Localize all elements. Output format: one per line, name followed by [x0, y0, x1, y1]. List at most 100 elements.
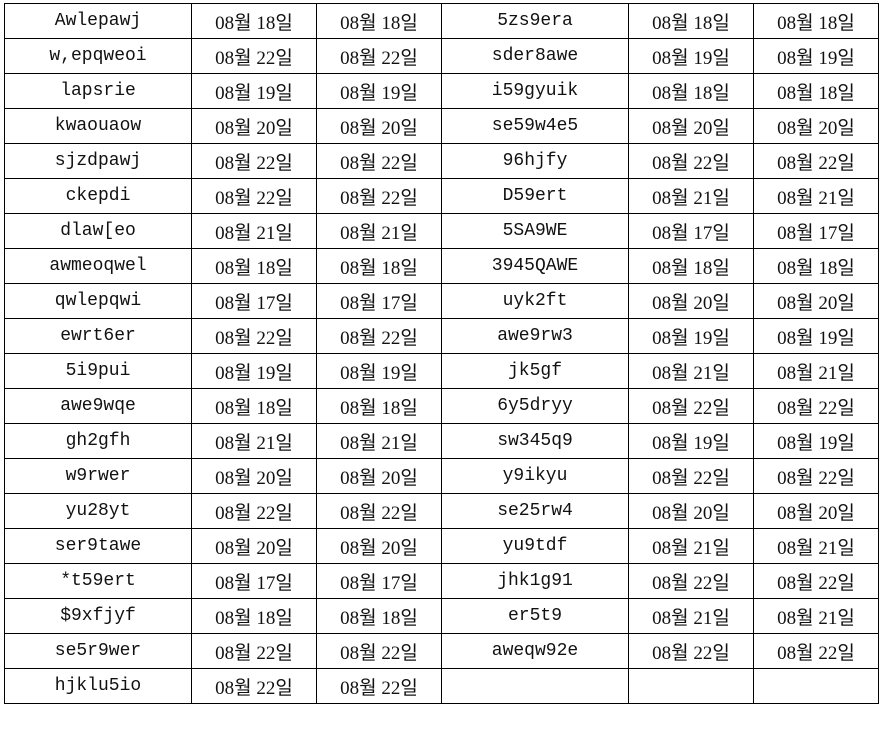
date-cell[interactable]: 08월 19일	[753, 38, 879, 74]
date-cell[interactable]: 08월 20일	[316, 528, 442, 564]
date-cell[interactable]: 08월 22일	[753, 143, 879, 179]
code-cell[interactable]: lapsrie	[4, 73, 192, 109]
date-cell[interactable]: 08월 20일	[628, 108, 754, 144]
code-cell[interactable]: kwaouaow	[4, 108, 192, 144]
date-cell[interactable]: 08월 20일	[316, 458, 442, 494]
date-cell[interactable]: 08월 21일	[628, 178, 754, 214]
code-cell[interactable]: y9ikyu	[441, 458, 629, 494]
code-cell[interactable]: qwlepqwi	[4, 283, 192, 319]
code-cell[interactable]: sw345q9	[441, 423, 629, 459]
date-cell[interactable]: 08월 19일	[628, 38, 754, 74]
code-cell[interactable]: se59w4e5	[441, 108, 629, 144]
date-cell[interactable]: 08월 22일	[191, 493, 317, 529]
date-cell[interactable]: 08월 22일	[316, 38, 442, 74]
code-cell[interactable]: *t59ert	[4, 563, 192, 599]
date-cell[interactable]: 08월 18일	[753, 248, 879, 284]
date-cell[interactable]: 08월 17일	[191, 563, 317, 599]
code-cell[interactable]: 6y5dryy	[441, 388, 629, 424]
date-cell[interactable]: 08월 22일	[628, 563, 754, 599]
date-cell[interactable]: 08월 20일	[628, 493, 754, 529]
code-cell[interactable]: w,epqweoi	[4, 38, 192, 74]
code-cell[interactable]: ckepdi	[4, 178, 192, 214]
date-cell[interactable]: 08월 19일	[316, 73, 442, 109]
code-cell[interactable]: sder8awe	[441, 38, 629, 74]
date-cell[interactable]: 08월 21일	[191, 423, 317, 459]
date-cell[interactable]: 08월 22일	[316, 668, 442, 704]
date-cell[interactable]: 08월 19일	[316, 353, 442, 389]
date-cell[interactable]: 08월 21일	[628, 598, 754, 634]
code-cell[interactable]: awe9wqe	[4, 388, 192, 424]
date-cell[interactable]: 08월 18일	[628, 73, 754, 109]
date-cell[interactable]: 08월 17일	[316, 283, 442, 319]
date-cell[interactable]: 08월 20일	[191, 108, 317, 144]
date-cell[interactable]: 08월 18일	[191, 3, 317, 39]
date-cell[interactable]: 08월 20일	[753, 283, 879, 319]
date-cell[interactable]: 08월 21일	[753, 598, 879, 634]
date-cell[interactable]: 08월 19일	[753, 318, 879, 354]
date-cell[interactable]: 08월 22일	[628, 633, 754, 669]
code-cell[interactable]: aweqw92e	[441, 633, 629, 669]
date-cell[interactable]: 08월 22일	[191, 178, 317, 214]
date-cell[interactable]: 08월 21일	[753, 353, 879, 389]
date-cell[interactable]: 08월 18일	[628, 3, 754, 39]
date-cell[interactable]: 08월 18일	[628, 248, 754, 284]
date-cell[interactable]: 08월 18일	[191, 248, 317, 284]
date-cell[interactable]: 08월 21일	[753, 528, 879, 564]
date-cell[interactable]: 08월 21일	[628, 528, 754, 564]
date-cell[interactable]	[628, 668, 754, 704]
date-cell[interactable]: 08월 19일	[753, 423, 879, 459]
code-cell[interactable]: hjklu5io	[4, 668, 192, 704]
date-cell[interactable]: 08월 22일	[316, 493, 442, 529]
date-cell[interactable]: 08월 22일	[316, 143, 442, 179]
date-cell[interactable]: 08월 18일	[316, 388, 442, 424]
code-cell[interactable]: uyk2ft	[441, 283, 629, 319]
date-cell[interactable]: 08월 20일	[753, 493, 879, 529]
date-cell[interactable]: 08월 22일	[628, 458, 754, 494]
date-cell[interactable]: 08월 22일	[191, 318, 317, 354]
code-cell[interactable]: i59gyuik	[441, 73, 629, 109]
date-cell[interactable]: 08월 22일	[316, 633, 442, 669]
date-cell[interactable]: 08월 18일	[316, 3, 442, 39]
code-cell[interactable]: dlaw[eo	[4, 213, 192, 249]
date-cell[interactable]: 08월 19일	[191, 73, 317, 109]
date-cell[interactable]: 08월 20일	[316, 108, 442, 144]
date-cell[interactable]: 08월 18일	[316, 248, 442, 284]
date-cell[interactable]: 08월 20일	[753, 108, 879, 144]
date-cell[interactable]: 08월 22일	[316, 318, 442, 354]
code-cell[interactable]: 5SA9WE	[441, 213, 629, 249]
date-cell[interactable]: 08월 21일	[753, 178, 879, 214]
code-cell[interactable]: sjzdpawj	[4, 143, 192, 179]
code-cell[interactable]: jhk1g91	[441, 563, 629, 599]
code-cell[interactable]: yu9tdf	[441, 528, 629, 564]
code-cell[interactable]: gh2gfh	[4, 423, 192, 459]
code-cell[interactable]: awe9rw3	[441, 318, 629, 354]
code-cell[interactable]: se5r9wer	[4, 633, 192, 669]
code-cell[interactable]: se25rw4	[441, 493, 629, 529]
date-cell[interactable]: 08월 22일	[753, 563, 879, 599]
date-cell[interactable]: 08월 22일	[753, 458, 879, 494]
date-cell[interactable]: 08월 22일	[753, 633, 879, 669]
date-cell[interactable]: 08월 18일	[316, 598, 442, 634]
date-cell[interactable]: 08월 21일	[191, 213, 317, 249]
date-cell[interactable]: 08월 19일	[628, 423, 754, 459]
code-cell[interactable]: 3945QAWE	[441, 248, 629, 284]
date-cell[interactable]: 08월 22일	[628, 388, 754, 424]
code-cell[interactable]: er5t9	[441, 598, 629, 634]
date-cell[interactable]: 08월 21일	[628, 353, 754, 389]
code-cell[interactable]: 96hjfy	[441, 143, 629, 179]
date-cell[interactable]: 08월 18일	[191, 388, 317, 424]
date-cell[interactable]: 08월 21일	[316, 423, 442, 459]
date-cell[interactable]: 08월 17일	[628, 213, 754, 249]
code-cell[interactable]: awmeoqwel	[4, 248, 192, 284]
date-cell[interactable]: 08월 20일	[191, 528, 317, 564]
code-cell[interactable]: ewrt6er	[4, 318, 192, 354]
code-cell[interactable]: 5zs9era	[441, 3, 629, 39]
date-cell[interactable]: 08월 19일	[191, 353, 317, 389]
date-cell[interactable]: 08월 17일	[753, 213, 879, 249]
date-cell[interactable]: 08월 22일	[628, 143, 754, 179]
date-cell[interactable]: 08월 20일	[628, 283, 754, 319]
date-cell[interactable]: 08월 22일	[316, 178, 442, 214]
code-cell[interactable]	[441, 668, 629, 704]
date-cell[interactable]: 08월 20일	[191, 458, 317, 494]
date-cell[interactable]: 08월 22일	[753, 388, 879, 424]
